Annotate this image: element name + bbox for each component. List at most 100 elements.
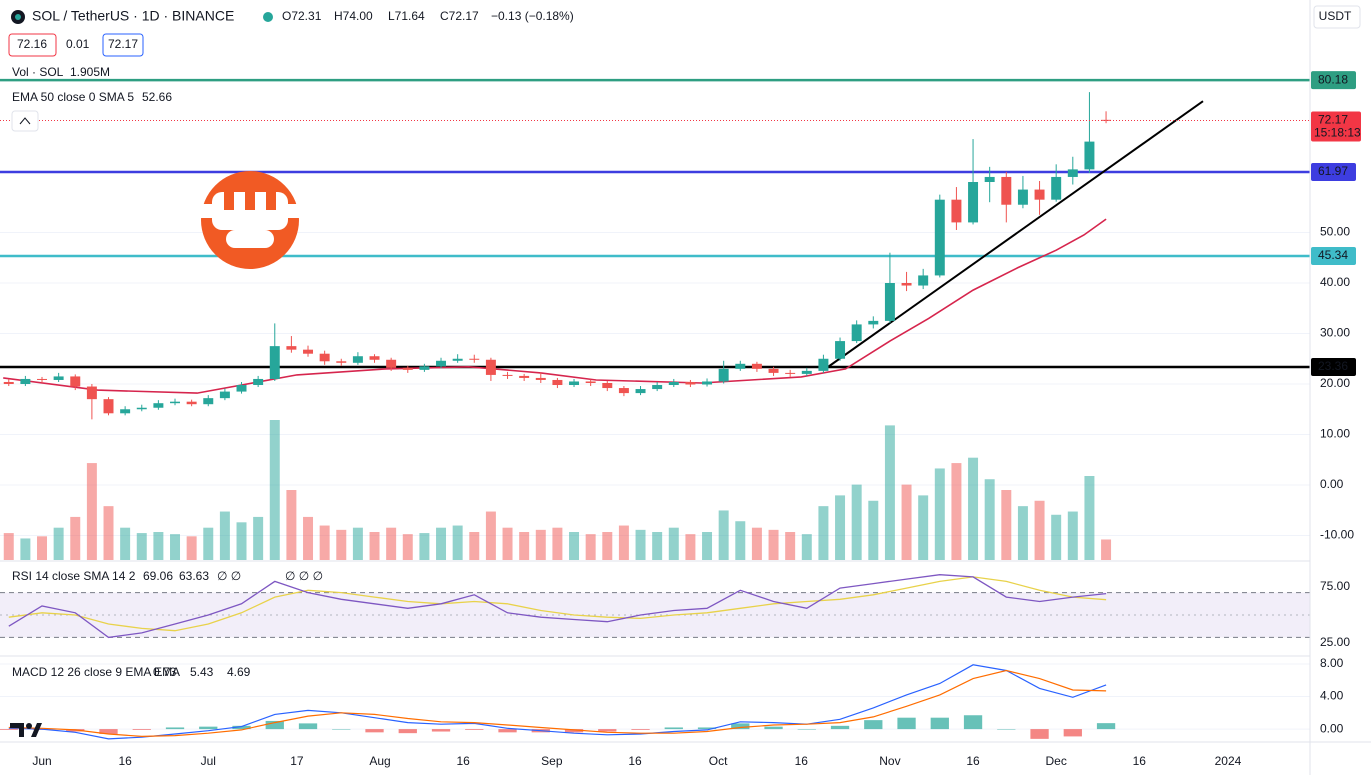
ask-price[interactable]: 72.17 — [108, 37, 138, 51]
candle-body — [53, 376, 64, 380]
level-label: 23.36 — [1318, 359, 1348, 373]
bid-price[interactable]: 72.16 — [17, 37, 47, 51]
volume-legend[interactable]: Vol · SOL — [12, 65, 64, 79]
volume-bar — [635, 529, 646, 560]
y-tick-label: 10.00 — [1320, 427, 1350, 441]
candle-body — [336, 361, 347, 363]
level-label-bg — [1311, 71, 1356, 90]
candle-body — [918, 275, 929, 286]
y-tick-label: 75.00 — [1320, 579, 1350, 593]
x-tick-label: Jul — [201, 754, 216, 768]
candle-body — [70, 376, 81, 387]
currency[interactable]: USDT — [1319, 9, 1352, 23]
volume-bar — [934, 468, 945, 560]
macd-histogram-bar — [365, 729, 384, 733]
buy-button[interactable] — [102, 33, 144, 57]
symbol-icon — [15, 14, 21, 20]
x-tick-label: 16 — [457, 754, 471, 768]
volume-bar — [1034, 500, 1045, 560]
candle-body — [1001, 176, 1012, 205]
candle-body — [37, 378, 47, 380]
macd-histogram-bar — [797, 729, 816, 730]
market-status[interactable] — [263, 12, 273, 22]
volume-bar — [452, 525, 463, 560]
volume-bar — [236, 522, 247, 560]
candle-body — [685, 381, 696, 385]
macd-histogram-bar — [963, 715, 983, 730]
y-tick-label: 30.00 — [1320, 326, 1350, 340]
volume-bar — [86, 463, 97, 560]
candle-body — [785, 372, 796, 374]
candle-body — [402, 367, 413, 370]
y-tick-label: 8.00 — [1320, 656, 1344, 670]
candle-body — [968, 182, 979, 223]
volume-bar — [535, 529, 546, 560]
volume-bar — [751, 527, 762, 560]
macd-legend[interactable]: MACD 12 26 close 9 EMA EMA — [12, 665, 180, 679]
sell-button[interactable] — [8, 33, 57, 57]
ohlc-value: H74.00 — [334, 9, 373, 23]
candle-body — [519, 375, 530, 378]
macd-histogram-bar — [631, 729, 650, 730]
collapse-button[interactable] — [11, 110, 39, 132]
macd-histogram-bar — [1096, 723, 1116, 730]
tradingview-logo[interactable] — [10, 723, 42, 737]
macd-line — [8, 664, 1107, 740]
candle-body — [1017, 189, 1028, 205]
x-tick-label: 16 — [628, 754, 642, 768]
volume-bar — [652, 532, 663, 560]
candle-body — [868, 320, 879, 325]
volume-bar — [1001, 490, 1012, 560]
ohlc-value: −0.13 (−0.18%) — [491, 9, 574, 23]
macd-histogram-bar — [598, 729, 617, 732]
candle-body — [303, 349, 314, 354]
level-label: 80.18 — [1318, 72, 1348, 86]
volume-bar — [70, 516, 81, 560]
volume-bar — [369, 532, 380, 560]
volume-bar — [186, 536, 197, 560]
level-label-bg — [1311, 247, 1356, 266]
candle-body — [120, 409, 131, 414]
macd-histogram-bar — [0, 729, 18, 730]
volume-bar — [336, 529, 347, 560]
candle-body — [1051, 176, 1062, 200]
volume-bar — [1051, 514, 1062, 560]
macd-histogram-bar — [265, 720, 284, 730]
volume-bar — [153, 532, 164, 560]
x-tick-label: Nov — [879, 754, 900, 768]
ema-legend[interactable]: EMA 50 close 0 SMA 5 — [12, 90, 134, 104]
volume-bar — [918, 495, 929, 560]
rsi-legend[interactable]: RSI 14 close SMA 14 2 — [12, 569, 136, 583]
rsi-line — [8, 574, 1107, 639]
volume-bar — [602, 532, 613, 560]
volume-value: 1.905M — [70, 65, 110, 79]
currency-button[interactable] — [1313, 5, 1361, 29]
macd-histogram-bar — [564, 729, 584, 733]
candle-body — [635, 389, 646, 394]
volume-bar — [585, 534, 596, 560]
candle-body — [934, 199, 945, 276]
symbol-title[interactable]: SOL / TetherUS · 1D · BINANCE — [32, 8, 234, 24]
volume-bar — [20, 538, 31, 560]
ohlc-value: C72.17 — [440, 9, 479, 23]
macd-histogram-bar — [498, 729, 517, 733]
signal-value: 4.69 — [227, 665, 251, 679]
macd-histogram-bar — [697, 727, 717, 730]
macd-histogram-bar — [298, 723, 318, 730]
candle-body — [203, 398, 214, 405]
volume-bar — [1017, 506, 1028, 560]
volume-bar — [3, 533, 14, 560]
y-tick-label: 40.00 — [1320, 275, 1350, 289]
candle-body — [103, 399, 114, 414]
volume-bar — [269, 420, 280, 560]
collapse-icon[interactable] — [19, 117, 31, 125]
y-tick-label: 25.00 — [1320, 635, 1350, 649]
candle-body — [535, 377, 546, 380]
x-tick-label: Jun — [32, 754, 51, 768]
ohlc-value: L71.64 — [388, 9, 425, 23]
candle-body — [884, 283, 895, 321]
volume-bar — [735, 521, 746, 560]
volume-bar — [203, 527, 214, 560]
candle-body — [901, 283, 912, 286]
